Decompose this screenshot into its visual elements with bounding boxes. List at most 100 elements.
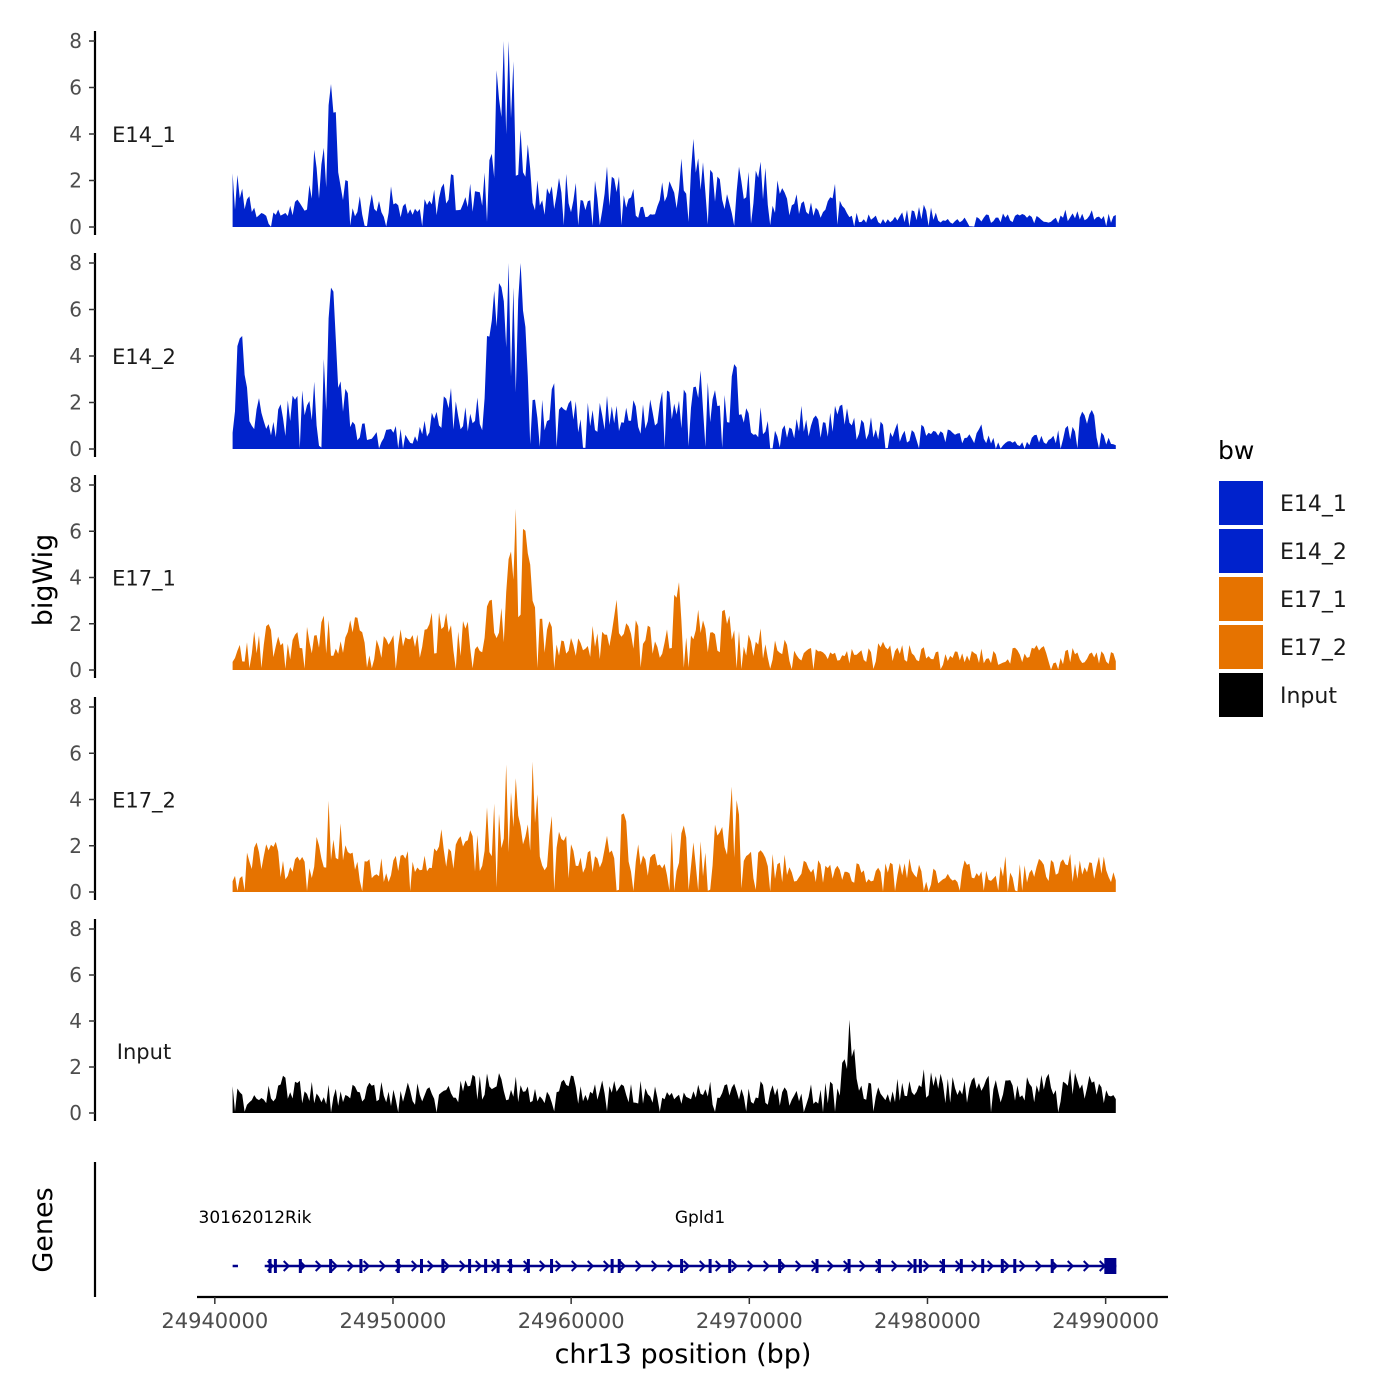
exon — [441, 1259, 445, 1273]
y-tick-label: 8 — [69, 695, 82, 719]
exon — [918, 1259, 922, 1273]
exon — [359, 1259, 363, 1273]
strand-arrow — [314, 1260, 323, 1272]
strand-arrow — [1002, 1260, 1011, 1272]
x-tick-label: 24990000 — [1052, 1309, 1159, 1333]
signal-area-e14-2 — [232, 263, 1116, 449]
strand-arrow — [714, 1260, 723, 1272]
strand-arrow — [474, 1260, 483, 1272]
y-tick-label: 8 — [69, 251, 82, 275]
strand-arrow — [538, 1260, 547, 1272]
exon — [708, 1259, 712, 1273]
track-label: E14_2 — [112, 345, 176, 370]
legend-label: E14_1 — [1280, 492, 1347, 517]
strand-arrow — [858, 1260, 867, 1272]
exon — [329, 1259, 333, 1273]
gene-label: Gpld1 — [675, 1208, 725, 1228]
exon — [913, 1259, 917, 1273]
exon — [468, 1259, 472, 1273]
exon — [1013, 1259, 1017, 1273]
x-tick-label: 24960000 — [518, 1309, 625, 1333]
strand-arrow — [330, 1260, 339, 1272]
legend-title: bw — [1218, 436, 1254, 465]
gene-b930016212rik: 30162012Rik — [199, 1208, 312, 1268]
x-axis-title: chr13 position (bp) — [555, 1339, 812, 1370]
strand-arrow — [794, 1260, 803, 1272]
legend-label: E14_2 — [1280, 540, 1347, 565]
legend: E14_1 E14_2 E17_1 E17_2 Input — [1219, 481, 1347, 717]
strand-arrow — [602, 1260, 611, 1272]
x-tick-label: 24970000 — [696, 1309, 803, 1333]
strand-arrow — [666, 1260, 675, 1272]
exon — [778, 1259, 782, 1273]
exon — [1000, 1259, 1004, 1273]
track-e14-1: 0 2 4 6 8 E14_1 — [69, 29, 1116, 239]
strand-arrow — [698, 1260, 707, 1272]
signal-area-input — [232, 1019, 1116, 1113]
y-tick-label: 4 — [69, 566, 82, 590]
y-tick-label: 0 — [69, 215, 82, 239]
strand-arrow — [554, 1260, 563, 1272]
exon — [550, 1259, 554, 1273]
track-e17-2: 0 2 4 6 8 E17_2 — [69, 695, 1116, 904]
x-axis: 24940000 24950000 24960000 24970000 24980000… — [161, 1295, 1168, 1333]
strand-arrow — [650, 1260, 659, 1272]
legend-label: Input — [1280, 684, 1337, 709]
legend-swatch-input — [1219, 673, 1263, 717]
exon — [1050, 1259, 1054, 1273]
y-tick-label: 0 — [69, 658, 82, 682]
strand-arrow — [1018, 1260, 1027, 1272]
y-tick-label: 0 — [69, 437, 82, 461]
y-tick-label: 4 — [69, 1009, 82, 1033]
strand-arrow — [586, 1260, 595, 1272]
track-label: E14_1 — [112, 123, 176, 148]
y-tick-label: 0 — [69, 1101, 82, 1125]
exon — [981, 1259, 985, 1273]
strand-arrow — [618, 1260, 627, 1272]
y-tick-label: 6 — [69, 963, 82, 987]
track-label: E17_2 — [112, 789, 176, 814]
strand-arrow — [730, 1260, 739, 1272]
exon — [268, 1259, 272, 1273]
track-label: E17_1 — [112, 567, 176, 592]
y-tick-label: 6 — [69, 519, 82, 543]
y-tick-label: 2 — [69, 169, 82, 193]
strand-arrow — [442, 1260, 451, 1272]
exon — [728, 1259, 732, 1273]
y-axis-title: bigWig — [28, 534, 59, 627]
exon — [509, 1259, 513, 1273]
y-tick-label: 8 — [69, 917, 82, 941]
strand-arrow — [346, 1260, 355, 1272]
signal-area-e17-1 — [232, 508, 1116, 670]
legend-swatch-e17-1 — [1219, 577, 1263, 621]
terminal-exon — [1104, 1258, 1117, 1274]
exon — [815, 1259, 819, 1273]
strand-arrow — [426, 1260, 435, 1272]
exon — [610, 1259, 614, 1273]
x-tick-label: 24980000 — [874, 1309, 981, 1333]
y-tick-label: 8 — [69, 473, 82, 497]
strand-arrow — [378, 1260, 387, 1272]
strand-arrow — [570, 1260, 579, 1272]
y-tick-label: 2 — [69, 1055, 82, 1079]
exon — [484, 1259, 488, 1273]
exon — [419, 1259, 423, 1273]
exon — [877, 1259, 881, 1273]
exon — [273, 1259, 277, 1273]
y-tick-label: 2 — [69, 612, 82, 636]
y-tick-label: 4 — [69, 344, 82, 368]
gene-label: 30162012Rik — [199, 1208, 312, 1228]
exon — [942, 1259, 946, 1273]
strand-arrow — [1034, 1260, 1043, 1272]
y-tick-label: 2 — [69, 834, 82, 858]
exon — [396, 1259, 400, 1273]
gene-gpld1: Gpld1 — [264, 1208, 1117, 1274]
exon — [847, 1259, 851, 1273]
signal-area-e14-1 — [232, 41, 1116, 227]
exon — [617, 1259, 621, 1273]
track-e17-1: 0 2 4 6 8 E17_1 — [69, 473, 1116, 682]
strand-arrow — [1066, 1260, 1075, 1272]
exon — [526, 1259, 530, 1273]
strand-arrow — [986, 1260, 995, 1272]
